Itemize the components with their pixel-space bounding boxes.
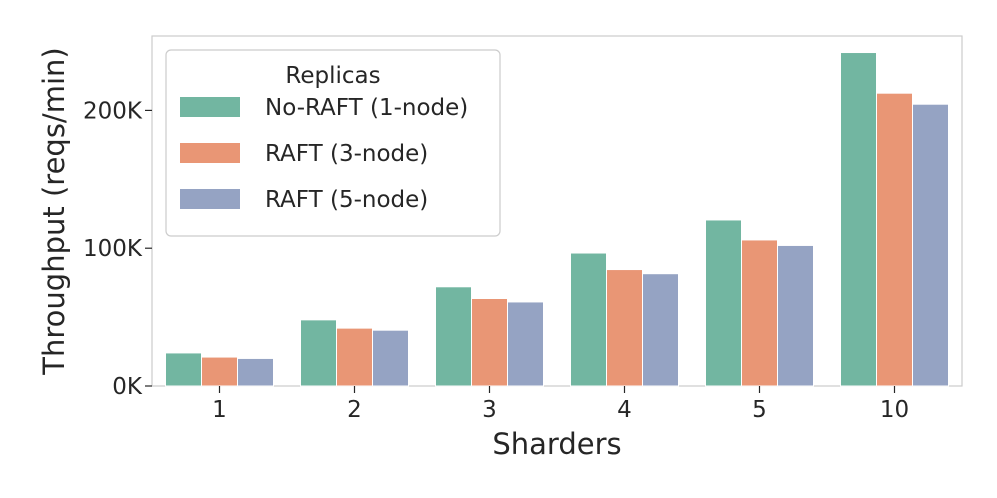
bar-1-5 bbox=[705, 219, 742, 387]
bar-3-5 bbox=[777, 244, 814, 387]
x-tick-label: 4 bbox=[617, 397, 632, 423]
x-tick-label: 2 bbox=[347, 397, 362, 423]
legend-swatch bbox=[180, 143, 240, 163]
bar-3-10 bbox=[912, 103, 949, 387]
bar-3-4 bbox=[642, 273, 679, 387]
x-tick-label: 5 bbox=[752, 397, 767, 423]
legend: Replicas No-RAFT (1-node) RAFT (3-node) RA… bbox=[165, 49, 501, 237]
y-axis-label: Throughput (reqs/min) bbox=[37, 47, 71, 375]
bar-2-1 bbox=[201, 356, 238, 387]
legend-items: No-RAFT (1-node) RAFT (3-node) RAFT (5-nod… bbox=[180, 95, 468, 213]
x-ticks: 1 2 3 4 5 10 bbox=[212, 386, 909, 423]
bar-2-2 bbox=[336, 327, 373, 387]
legend-label: No-RAFT (1-node) bbox=[265, 95, 468, 121]
bar-2-10 bbox=[876, 92, 913, 387]
bar-1-10 bbox=[840, 52, 877, 387]
bars-group bbox=[165, 52, 949, 387]
bar-2-4 bbox=[606, 269, 643, 387]
x-tick-label: 10 bbox=[880, 397, 909, 423]
y-ticks: 0K 100K 200K bbox=[83, 98, 152, 400]
bar-1-3 bbox=[435, 286, 472, 387]
bar-3-2 bbox=[372, 329, 409, 387]
bar-3-3 bbox=[507, 301, 544, 387]
y-tick-label: 100K bbox=[83, 236, 143, 262]
y-tick-label: 200K bbox=[83, 98, 143, 124]
x-axis-label: Sharders bbox=[492, 427, 621, 461]
legend-swatch bbox=[180, 97, 240, 117]
bar-2-3 bbox=[471, 298, 508, 387]
x-tick-label: 3 bbox=[482, 397, 497, 423]
bar-2-5 bbox=[741, 239, 778, 387]
legend-title: Replicas bbox=[285, 63, 380, 89]
y-tick-label: 0K bbox=[112, 374, 143, 400]
legend-frame bbox=[165, 49, 501, 237]
x-tick-label: 1 bbox=[212, 397, 227, 423]
plot-frame bbox=[151, 35, 963, 387]
legend-label: RAFT (5-node) bbox=[265, 187, 428, 213]
bar-3-1 bbox=[237, 357, 274, 387]
bar-1-1 bbox=[165, 352, 202, 387]
bar-1-2 bbox=[300, 319, 337, 387]
bar-1-4 bbox=[570, 252, 607, 387]
legend-label: RAFT (3-node) bbox=[265, 141, 428, 167]
legend-swatch bbox=[180, 189, 240, 209]
